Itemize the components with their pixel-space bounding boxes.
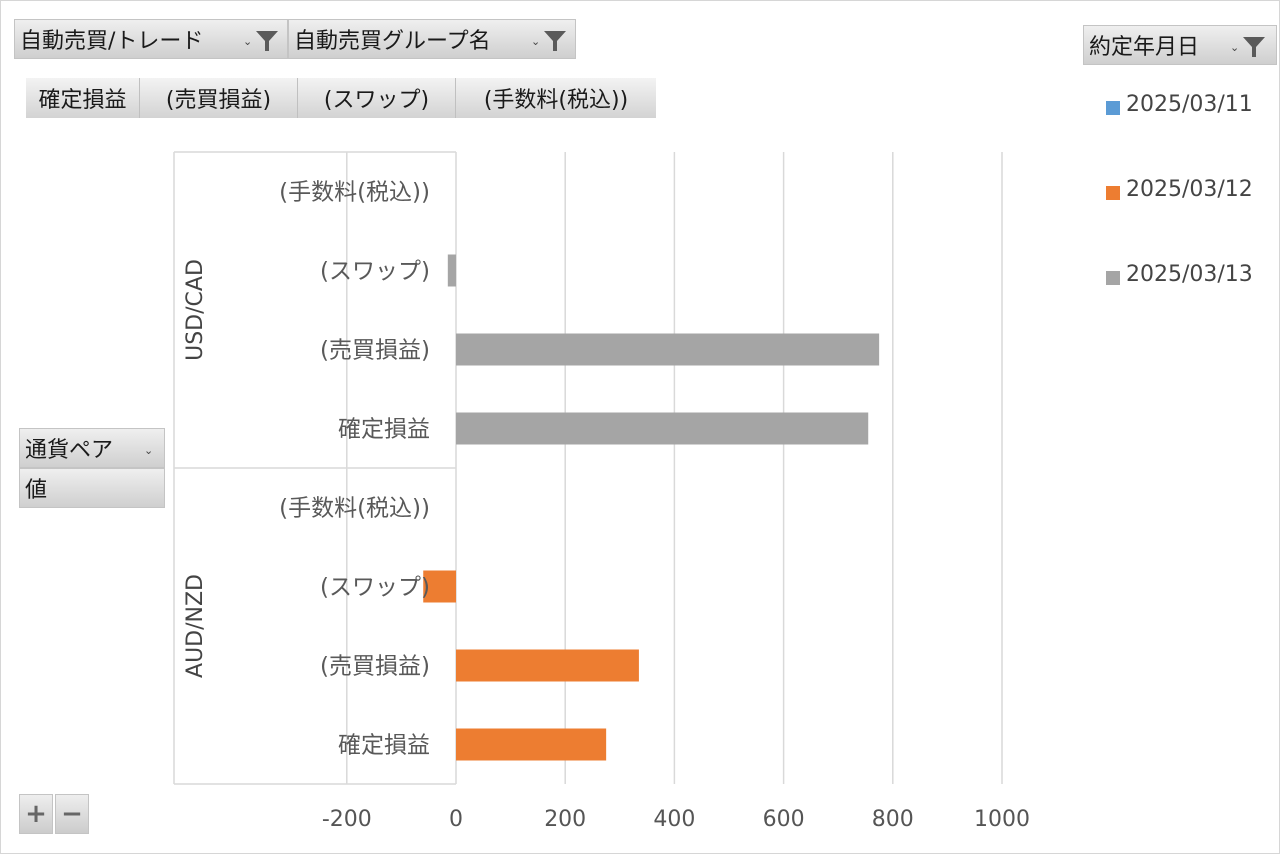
x-tick-label: 600: [763, 807, 805, 832]
group-label: USD/CAD: [183, 259, 208, 361]
pair-field-label: 通貨ペア: [25, 438, 114, 463]
category-label: (売買損益): [320, 338, 430, 364]
value-field-button[interactable]: 値: [19, 468, 165, 508]
value-button-fee[interactable]: (手数料(税込)): [456, 78, 656, 118]
x-tick-label: 0: [449, 807, 463, 832]
plus-icon: +: [25, 799, 47, 829]
value-field-label: 値: [25, 478, 48, 503]
date-filter-button[interactable]: 約定年月日 ⌄: [1083, 25, 1277, 65]
category-label: (スワップ): [320, 575, 430, 601]
bar: [456, 333, 880, 366]
group-label: AUD/NZD: [183, 574, 208, 678]
dropdown-arrow-icon: ⌄: [144, 444, 154, 457]
dropdown-arrow-icon: ⌄: [243, 35, 253, 48]
x-tick-label: 1000: [974, 807, 1030, 832]
value-button-realized[interactable]: 確定損益: [26, 78, 140, 118]
category-label: (手数料(税込)): [279, 496, 430, 522]
value-button-label: (スワップ): [323, 88, 430, 113]
legend-swatch: [1106, 101, 1120, 115]
group-filter-label: 自動売買グループ名: [294, 29, 491, 54]
trade-filter-label: 自動売買/トレード: [20, 29, 204, 54]
bar: [456, 412, 869, 445]
legend-label: 2025/03/13: [1126, 262, 1253, 287]
minus-icon: −: [61, 799, 83, 829]
legend-swatch: [1106, 186, 1120, 200]
date-filter-label: 約定年月日: [1089, 35, 1200, 60]
value-button-label: 確定損益: [38, 88, 127, 113]
value-button-swap[interactable]: (スワップ): [298, 78, 456, 118]
bar: [456, 649, 639, 682]
dropdown-arrow-icon: ⌄: [1230, 41, 1240, 54]
value-button-trade-pl[interactable]: (売買損益): [140, 78, 298, 118]
x-tick-label: -200: [322, 807, 372, 832]
legend-swatch: [1106, 271, 1120, 285]
filter-funnel-icon: [544, 31, 566, 51]
expand-plus-button[interactable]: +: [19, 794, 53, 834]
category-label: (手数料(税込)): [279, 180, 430, 206]
category-label: (売買損益): [320, 654, 430, 680]
value-button-label: (売買損益): [165, 88, 272, 113]
group-filter-button[interactable]: 自動売買グループ名 ⌄: [288, 19, 576, 59]
legend-label: 2025/03/11: [1126, 92, 1253, 117]
legend-label: 2025/03/12: [1126, 177, 1253, 202]
filter-funnel-icon: [1243, 37, 1265, 57]
x-tick-label: 200: [544, 807, 586, 832]
bar: [423, 570, 456, 603]
category-label: 確定損益: [338, 417, 430, 443]
pair-field-button[interactable]: 通貨ペア ⌄: [19, 428, 165, 468]
value-button-label: (手数料(税込)): [483, 88, 629, 113]
collapse-minus-button[interactable]: −: [55, 794, 89, 834]
trade-filter-button[interactable]: 自動売買/トレード ⌄: [14, 19, 288, 59]
category-label: (スワップ): [320, 259, 430, 285]
dropdown-arrow-icon: ⌄: [531, 35, 541, 48]
bar: [447, 254, 456, 287]
x-tick-label: 800: [872, 807, 914, 832]
filter-funnel-icon: [256, 31, 278, 51]
bar: [456, 728, 607, 761]
x-tick-label: 400: [653, 807, 695, 832]
category-label: 確定損益: [338, 733, 430, 759]
